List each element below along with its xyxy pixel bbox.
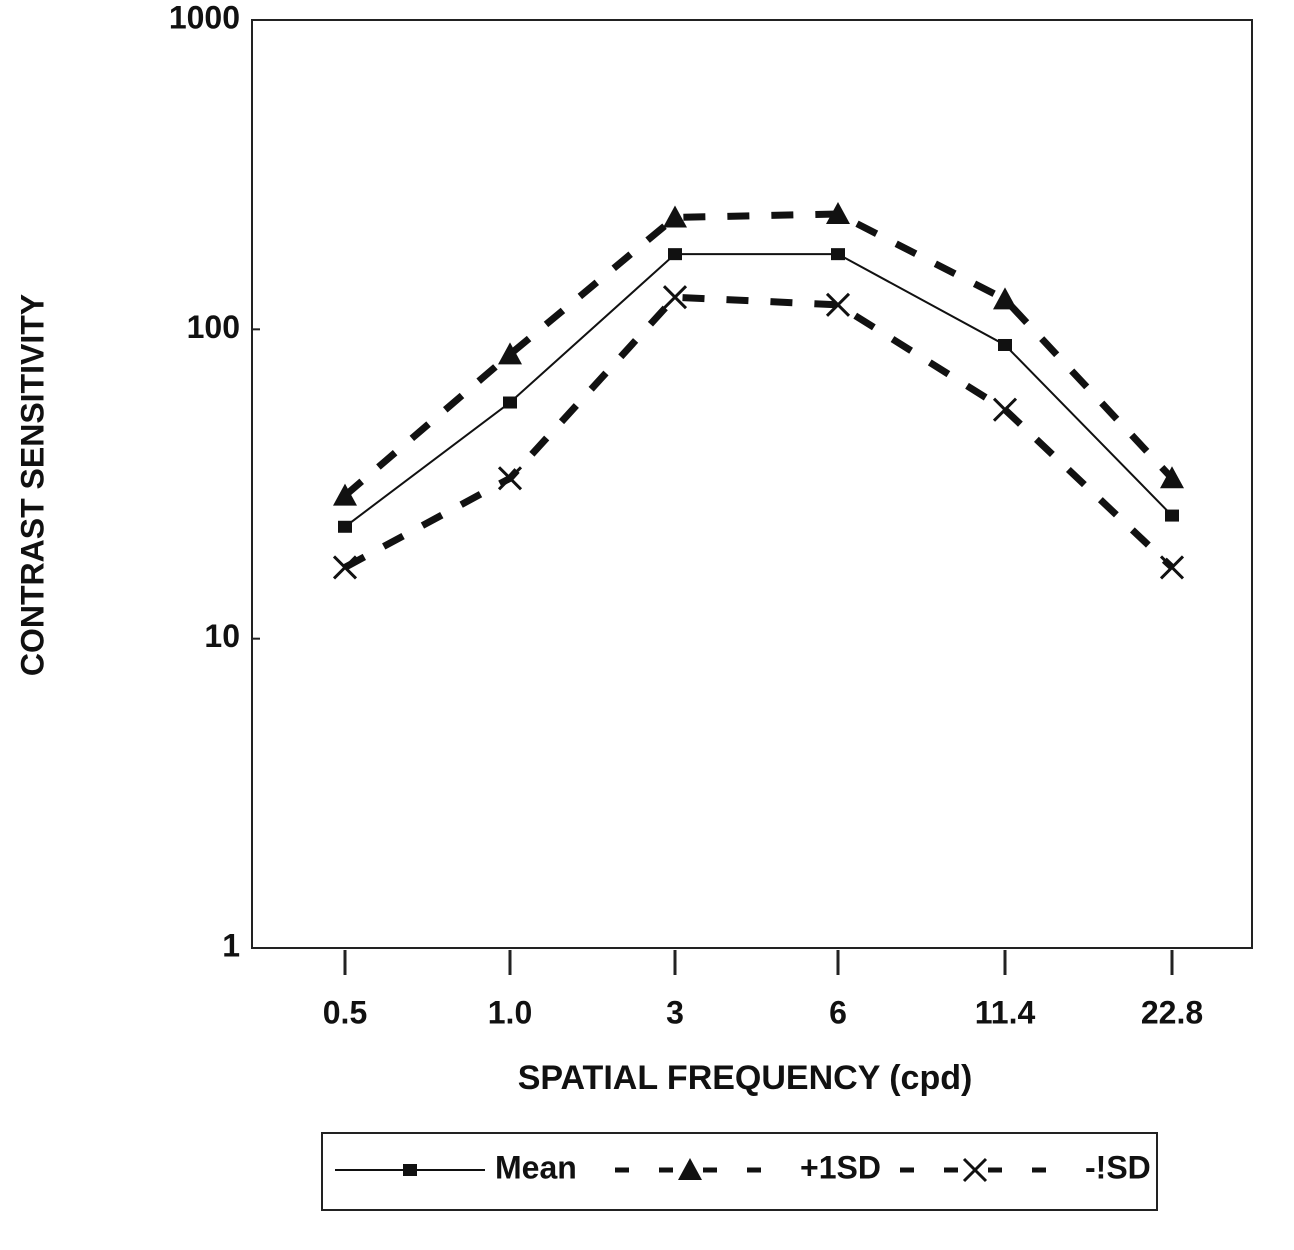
marker-triangle [826, 201, 850, 224]
y-tick-label: 100 [187, 309, 240, 345]
marker-x [497, 466, 523, 491]
x-tick-label: 1.0 [488, 994, 532, 1030]
marker-triangle [993, 287, 1017, 310]
marker-x [332, 555, 358, 580]
series-line [344, 253, 1173, 528]
x-tick-label: 6 [829, 994, 847, 1030]
legend-label: Mean [495, 1149, 577, 1185]
y-tick-label: 1000 [169, 0, 240, 35]
marker-triangle [663, 205, 687, 228]
legend-label: -!SD [1085, 1149, 1151, 1185]
marker-square [503, 396, 517, 409]
marker-x [662, 285, 688, 310]
series-line [342, 210, 1175, 499]
legend-box [321, 1132, 1158, 1211]
y-tick-label: 1 [222, 927, 240, 963]
x-tick-label: 3 [666, 994, 684, 1030]
plot-frame [251, 19, 1253, 949]
marker-square [338, 520, 352, 533]
x-axis-label: SPATIAL FREQUENCY (cpd) [518, 1059, 973, 1097]
marker-square [831, 248, 845, 261]
marker-square [998, 338, 1012, 351]
marker-x [992, 397, 1018, 422]
marker-triangle [678, 1158, 702, 1180]
marker-square [403, 1164, 417, 1176]
x-tick-label: 22.8 [1141, 994, 1203, 1030]
x-tick-label: 0.5 [323, 994, 367, 1030]
marker-x [1159, 555, 1185, 580]
marker-x [825, 292, 851, 317]
marker-triangle [333, 483, 357, 506]
marker-triangle [1160, 466, 1184, 489]
x-tick-label: 11.4 [975, 994, 1036, 1030]
y-axis-label: CONTRAST SENSITIVITY [14, 294, 50, 676]
y-tick-label: 10 [204, 618, 240, 654]
legend-label: +1SD [800, 1149, 881, 1185]
marker-square [668, 248, 682, 261]
marker-triangle [498, 342, 522, 365]
marker-x [962, 1157, 988, 1183]
marker-square [1165, 509, 1179, 522]
